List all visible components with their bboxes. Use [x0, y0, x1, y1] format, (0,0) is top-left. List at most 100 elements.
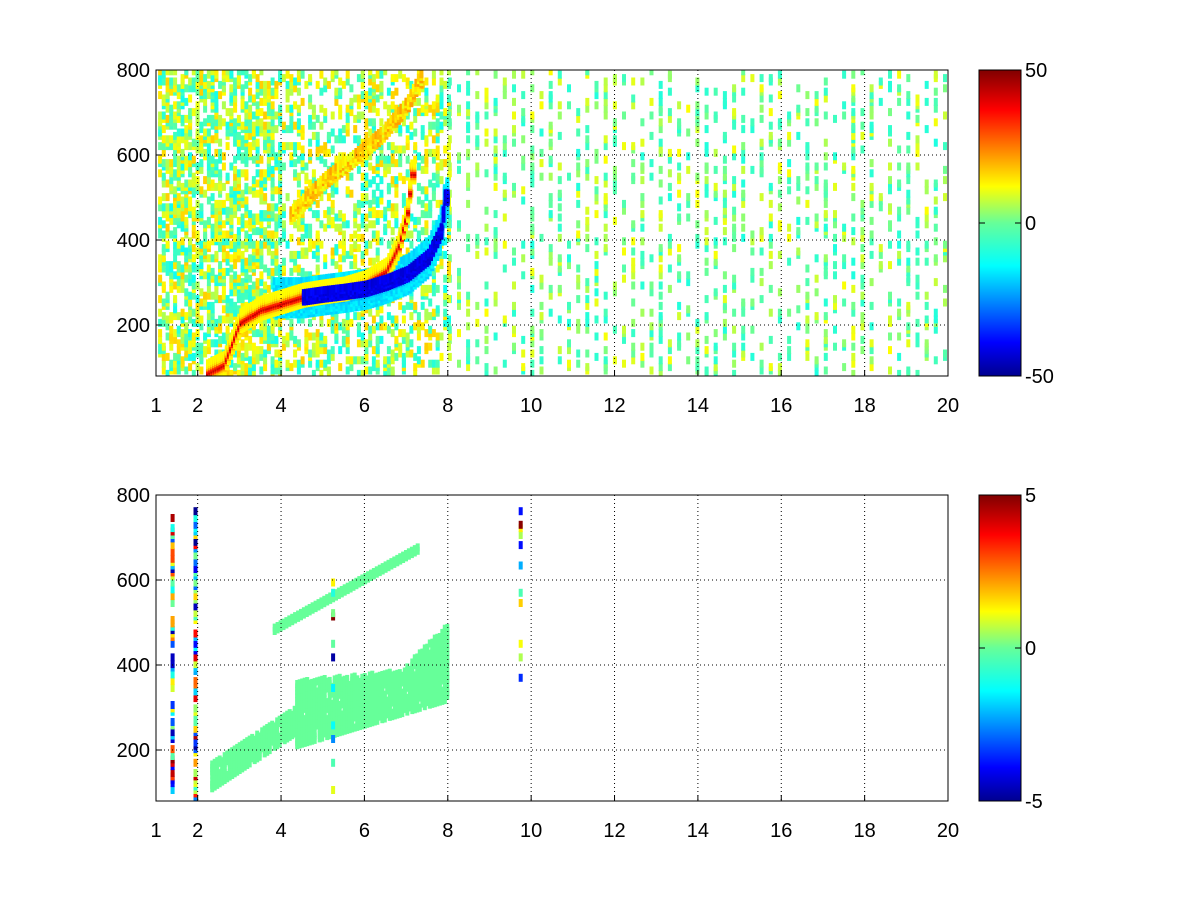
heatmap-cell	[296, 366, 301, 375]
heatmap-cell	[334, 332, 339, 341]
heatmap-cell	[475, 162, 480, 171]
heatmap-cell	[428, 104, 433, 113]
heatmap-cell	[512, 84, 516, 93]
heatmap-cell	[274, 91, 279, 100]
heatmap-cell	[823, 329, 828, 338]
heatmap-cell	[225, 250, 230, 259]
heatmap-cell	[210, 193, 215, 202]
heatmap-cell	[191, 77, 196, 86]
heatmap-cell	[191, 244, 196, 253]
heatmap-cell	[274, 186, 279, 195]
heatmap-cell	[906, 322, 911, 331]
heatmap-cell	[229, 274, 234, 283]
heatmap-cell	[432, 225, 437, 233]
heatmap-cell	[805, 199, 810, 208]
heatmap-cell	[443, 284, 448, 293]
heatmap-cell	[289, 104, 294, 113]
heatmap-cell	[667, 114, 672, 123]
heatmap-cell	[814, 182, 819, 191]
heatmap-cell	[169, 87, 174, 96]
heatmap-cell	[833, 301, 837, 310]
heatmap-cell	[851, 213, 856, 222]
heatmap-cell	[199, 298, 204, 307]
heatmap-cell	[165, 322, 170, 331]
heatmap-cell	[796, 104, 801, 113]
heatmap-cell	[371, 74, 376, 83]
heatmap-cell	[713, 250, 718, 259]
heatmap-cell	[466, 101, 471, 110]
heatmap-cell	[368, 308, 373, 317]
heatmap-cell	[530, 369, 535, 376]
heatmap-cell	[833, 261, 837, 270]
heatmap-cell	[349, 97, 354, 106]
heatmap-cell	[169, 114, 174, 123]
heatmap-cell	[814, 312, 819, 321]
heatmap-cell	[447, 94, 451, 103]
heatmap-cell	[851, 70, 856, 79]
heatmap-cell	[248, 210, 253, 219]
heatmap-cell	[300, 267, 305, 276]
heatmap-cell	[236, 145, 241, 154]
heatmap-cell	[631, 271, 636, 280]
heatmap-cell	[658, 125, 663, 134]
heatmap-cell	[296, 264, 301, 273]
heatmap-cell	[805, 301, 810, 310]
heatmap-cell	[539, 172, 544, 181]
heatmap-cell	[353, 210, 358, 219]
heatmap-cell	[368, 70, 373, 76]
heatmap-cell	[270, 165, 275, 174]
heatmap-cell	[416, 108, 421, 117]
heatmap-cell	[287, 277, 292, 286]
heatmap-cell	[293, 142, 298, 151]
heatmap-cell	[229, 264, 234, 273]
heatmap-cell	[225, 257, 230, 266]
heatmap-cell	[221, 118, 226, 127]
heatmap-cell	[437, 214, 442, 223]
heatmap-cell	[466, 352, 471, 361]
heatmap-cell	[658, 210, 663, 219]
heatmap-cell	[244, 169, 249, 178]
heatmap-cell	[383, 70, 388, 76]
heatmap-cell	[750, 298, 755, 307]
heatmap-cell	[741, 155, 746, 164]
heatmap-cell	[158, 155, 163, 164]
heatmap-cell	[173, 148, 178, 157]
heatmap-cell	[466, 121, 471, 130]
heatmap-cell	[394, 145, 399, 154]
heatmap-cell	[631, 356, 636, 365]
heatmap-cell	[188, 264, 193, 273]
heatmap-cell	[649, 131, 654, 140]
heatmap-cell	[493, 332, 498, 341]
heatmap-cell	[431, 288, 436, 297]
heatmap-cell	[530, 206, 535, 215]
heatmap-cell	[345, 346, 350, 355]
heatmap-cell	[416, 70, 421, 76]
heatmap-cell	[594, 176, 599, 185]
heatmap-cell	[165, 352, 170, 361]
heatmap-cell	[888, 80, 892, 89]
heatmap-cell	[251, 155, 256, 164]
heatmap-cell	[206, 284, 211, 293]
heatmap-cell	[585, 233, 590, 242]
heatmap-cell	[413, 114, 418, 123]
heatmap-cell	[281, 74, 286, 83]
heatmap-cell	[576, 108, 581, 117]
heatmap-cell	[210, 267, 215, 276]
heatmap-cell	[176, 352, 181, 361]
heatmap-cell	[356, 206, 361, 215]
heatmap-cell	[435, 305, 440, 314]
heatmap-cell	[759, 94, 764, 103]
heatmap-cell	[165, 223, 170, 232]
heatmap-cell	[521, 196, 526, 205]
heatmap-cell	[814, 356, 819, 365]
heatmap-cell	[176, 206, 181, 215]
heatmap-cell	[658, 301, 663, 310]
heatmap-cell	[195, 101, 200, 110]
heatmap-cell	[851, 271, 856, 280]
heatmap-cell	[259, 227, 264, 236]
heatmap-cell	[244, 291, 249, 300]
heatmap-cell	[649, 329, 654, 338]
heatmap-cell	[270, 87, 275, 96]
heatmap-cell	[233, 155, 238, 164]
heatmap-cell	[188, 308, 193, 317]
